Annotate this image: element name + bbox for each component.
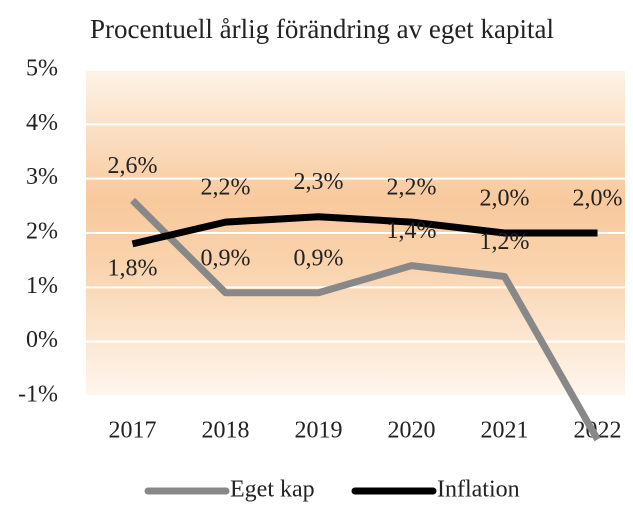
series-line (131, 213, 598, 248)
x-tick-label: 2018 (202, 418, 250, 444)
y-tick-label: -1% (18, 382, 58, 408)
x-tick-label: 2020 (388, 418, 436, 444)
legend-label: Inflation (437, 477, 520, 503)
x-tick-label: 2021 (481, 418, 529, 444)
y-tick-label: 3% (26, 164, 58, 190)
x-tick-label: 2022 (574, 418, 622, 444)
data-label: 2,2% (201, 175, 251, 201)
data-label: 2,3% (294, 169, 344, 195)
legend-label: Eget kap (230, 477, 315, 503)
data-label: 2,0% (480, 186, 530, 212)
data-label: 1,4% (387, 218, 437, 244)
y-tick-label: 5% (26, 56, 58, 82)
data-label: 2,6% (108, 153, 158, 179)
y-tick-label: 4% (26, 110, 58, 136)
series-line (130, 197, 601, 442)
x-tick-label: 2017 (109, 418, 157, 444)
x-tick-label: 2019 (295, 418, 343, 444)
data-label: 2,2% (387, 175, 437, 201)
data-label: 1,2% (480, 229, 530, 255)
data-label: 2,0% (573, 186, 623, 212)
y-tick-label: 1% (26, 273, 58, 299)
data-label: 0,9% (201, 245, 251, 271)
data-label: 1,8% (108, 255, 158, 281)
y-tick-label: 2% (26, 219, 58, 245)
chart-title: Procentuell årlig förändring av eget kap… (89, 14, 555, 44)
y-tick-label: 0% (26, 327, 58, 353)
data-label: 0,9% (294, 245, 344, 271)
